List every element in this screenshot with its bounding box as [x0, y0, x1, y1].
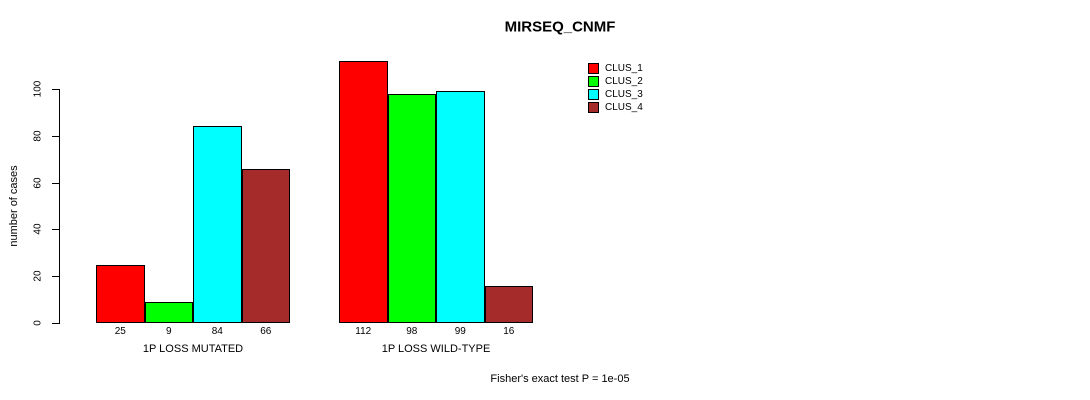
y-axis-tick-label: 100: [32, 80, 44, 98]
bar-value-label: 25: [114, 326, 126, 337]
y-axis-tick-label: 80: [32, 130, 44, 142]
y-axis-tick-label: 20: [32, 270, 44, 282]
y-axis-tick: [52, 229, 59, 231]
y-axis-line: [59, 89, 60, 324]
bar-clus_1-group2: [339, 60, 388, 323]
bar-value-label: 99: [454, 326, 466, 337]
legend-label: CLUS_2: [605, 76, 643, 87]
y-axis-tick-label: 40: [32, 223, 44, 235]
bar-clus_3-group1: [193, 126, 242, 323]
bar-clus_1-group1: [96, 264, 145, 323]
y-axis-tick: [52, 323, 59, 324]
y-axis-tick: [52, 135, 59, 137]
y-axis-label: number of cases: [8, 165, 20, 247]
annotation-text: Fisher's exact test P = 1e-05: [490, 373, 630, 385]
legend-item-clus_2: CLUS_2: [588, 75, 643, 88]
legend-swatch-icon: [588, 63, 599, 74]
legend-swatch-icon: [588, 89, 599, 100]
legend-label: CLUS_3: [605, 89, 643, 100]
legend-item-clus_4: CLUS_4: [588, 101, 643, 114]
bar-value-label: 9: [165, 326, 172, 337]
bar-clus_2-group1: [144, 301, 193, 323]
y-axis-tick-label: 0: [32, 320, 44, 326]
bar-value-label: 112: [355, 326, 372, 337]
category-label-group1: 1P LOSS MUTATED: [142, 343, 244, 355]
bar-clus_2-group2: [387, 93, 436, 323]
bar-value-label: 98: [406, 326, 418, 337]
y-axis-tick: [52, 276, 59, 278]
y-axis-tick: [52, 182, 59, 184]
chart-title: MIRSEQ_CNMF: [504, 18, 616, 36]
bar-value-label: 16: [503, 326, 515, 337]
bar-clus_4-group2: [484, 285, 533, 323]
bar-clus_4-group1: [241, 168, 290, 323]
legend: CLUS_1 CLUS_2 CLUS_3 CLUS_4: [588, 62, 643, 114]
legend-item-clus_3: CLUS_3: [588, 88, 643, 101]
legend-label: CLUS_4: [605, 102, 643, 113]
legend-swatch-icon: [588, 102, 599, 113]
y-axis-tick: [52, 89, 59, 90]
y-axis-tick-label: 60: [32, 177, 44, 189]
category-label-group2: 1P LOSS WILD-TYPE: [381, 343, 491, 355]
legend-label: CLUS_1: [605, 63, 643, 74]
legend-item-clus_1: CLUS_1: [588, 62, 643, 75]
bar-value-label: 66: [260, 326, 272, 337]
legend-swatch-icon: [588, 76, 599, 87]
bar-clus_3-group2: [436, 91, 485, 323]
bar-value-label: 84: [211, 326, 223, 337]
